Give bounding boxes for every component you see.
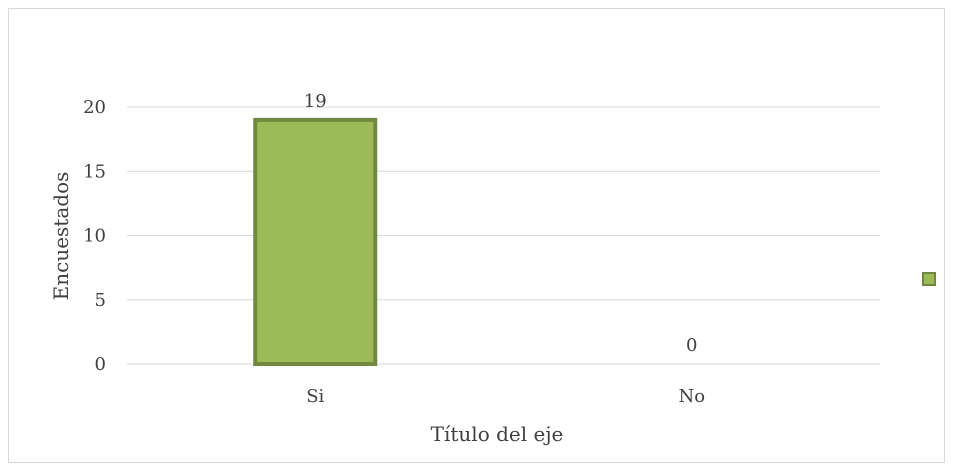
gridlines <box>127 106 880 365</box>
y-tick-label: 20 <box>83 97 106 118</box>
y-tick-labels: 0 5 10 15 20 <box>83 97 106 375</box>
x-tick-label: Si <box>306 386 324 407</box>
data-label: 19 <box>304 91 327 112</box>
y-tick-label: 5 <box>95 290 106 311</box>
x-tick-label: No <box>678 386 705 407</box>
y-tick-label: 15 <box>83 161 106 182</box>
y-tick-label: 10 <box>83 226 106 247</box>
data-labels: 19 0 <box>304 91 698 356</box>
legend-swatch <box>922 272 936 286</box>
y-axis-title: Encuestados <box>49 172 73 301</box>
x-tick-labels: Si No <box>306 386 705 407</box>
x-axis-title: Título del eje <box>431 422 564 446</box>
bar-si <box>253 117 378 366</box>
bars <box>253 117 378 366</box>
data-label: 0 <box>686 335 697 356</box>
y-tick-label: 0 <box>95 354 106 375</box>
